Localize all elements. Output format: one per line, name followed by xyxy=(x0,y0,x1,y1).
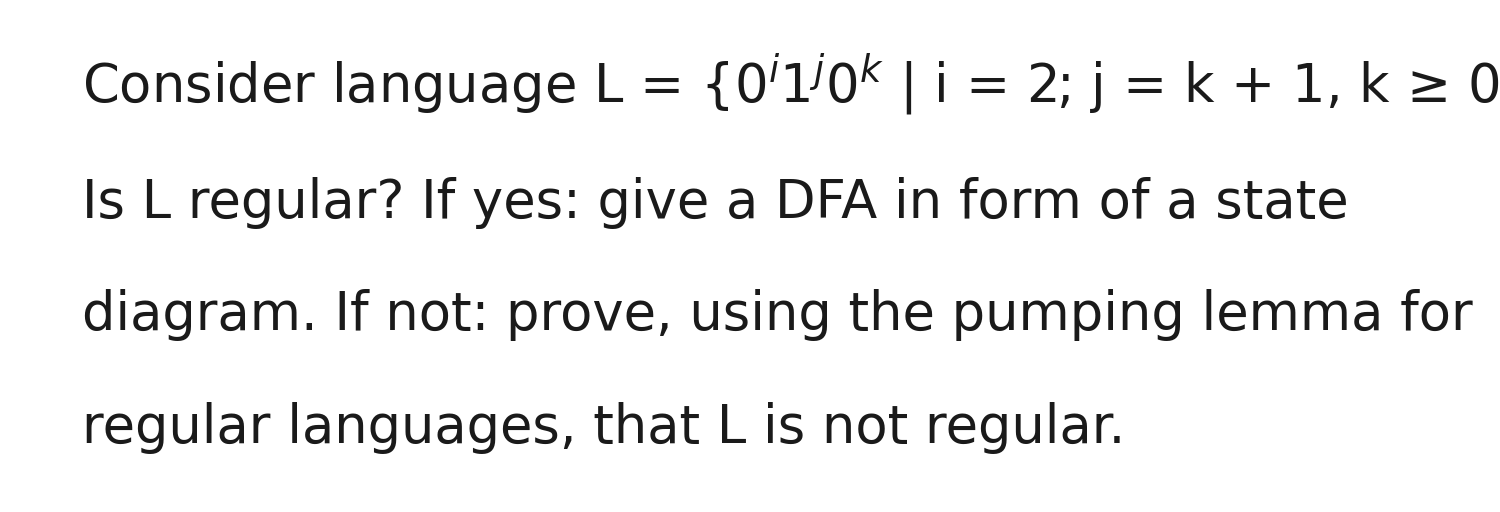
Text: Consider language L = {$0^i1^j0^k$ | i = 2; j = k + 1, k ≥ 0}.: Consider language L = {$0^i1^j0^k$ | i =… xyxy=(82,52,1500,117)
Text: Is L regular? If yes: give a DFA in form of a state: Is L regular? If yes: give a DFA in form… xyxy=(82,177,1348,228)
Text: regular languages, that L is not regular.: regular languages, that L is not regular… xyxy=(82,402,1126,454)
Text: diagram. If not: prove, using the pumping lemma for: diagram. If not: prove, using the pumpin… xyxy=(82,289,1473,341)
